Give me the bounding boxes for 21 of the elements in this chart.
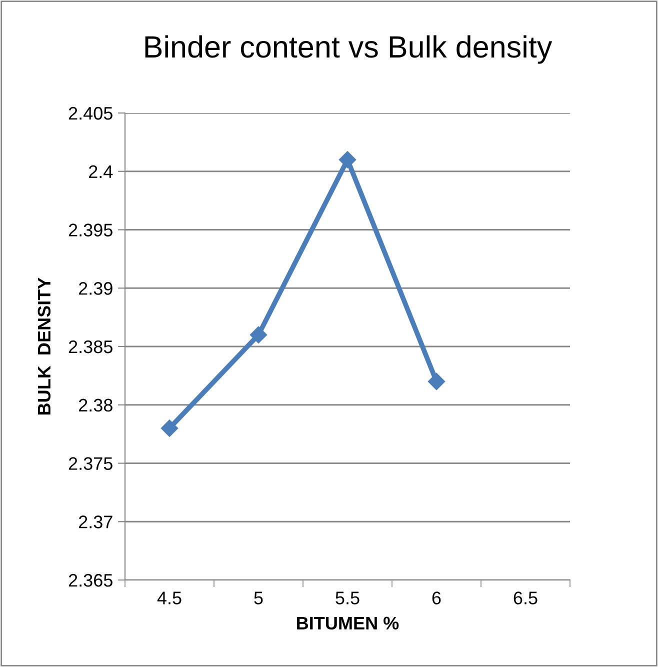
x-tick-label: 5: [254, 592, 263, 604]
point: [160, 420, 178, 437]
x-axis-title: BITUMEN %: [297, 616, 399, 630]
y-tick-label: 2.375: [68, 457, 112, 470]
y-tick-label: 2.395: [68, 224, 112, 236]
y-tick-label: 2.38: [78, 398, 112, 412]
x-tick-label: 6: [432, 592, 441, 604]
y-tick-label: 2.405: [68, 106, 112, 120]
y-tick-label: 2.37: [78, 516, 112, 528]
y-tick-label: 2.4: [89, 165, 113, 178]
point: [428, 372, 446, 390]
y-tick-label: 2.385: [68, 340, 112, 354]
point: [338, 151, 356, 168]
x-tick-label: 5.5: [336, 592, 360, 604]
y-tick-label: 2.39: [78, 282, 112, 295]
y-tick-label: 2.365: [68, 574, 112, 587]
y-axis-title: BULK DENSITY: [38, 278, 51, 415]
x-tick-label: 6.5: [514, 592, 538, 604]
point: [250, 326, 268, 344]
x-tick-label: 4.5: [157, 592, 182, 604]
chart-title: Binder content vs Bulk density: [145, 35, 552, 64]
